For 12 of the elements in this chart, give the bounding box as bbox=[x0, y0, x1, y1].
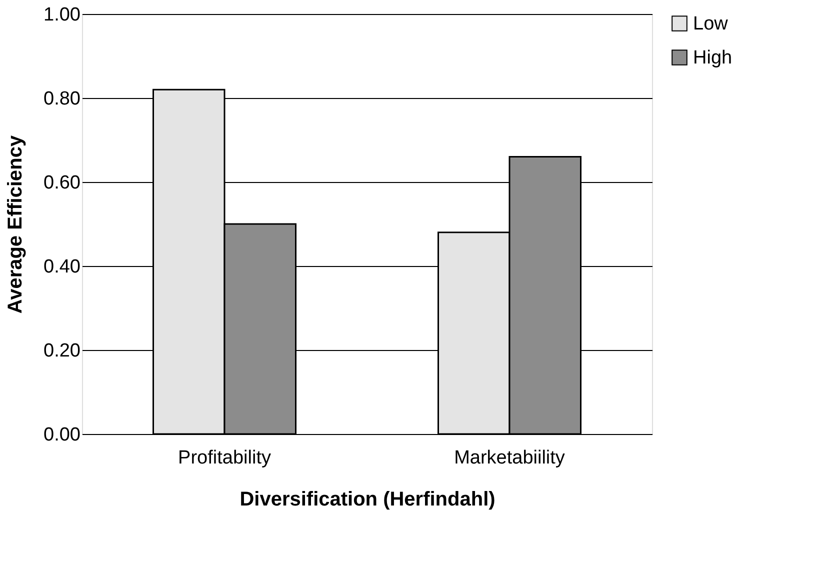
y-tick-label: 0.60 bbox=[44, 172, 80, 194]
legend-label: High bbox=[693, 48, 732, 68]
legend-label: Low bbox=[693, 14, 728, 34]
y-tick-label: 0.20 bbox=[44, 340, 80, 362]
y-tick-label: 0.40 bbox=[44, 256, 80, 278]
y-tick-label: 1.00 bbox=[44, 4, 80, 26]
x-tick-label: Marketabiility bbox=[454, 448, 566, 468]
x-axis-title: Diversification (Herfindahl) bbox=[240, 488, 496, 510]
y-tick-label: 0.00 bbox=[44, 424, 80, 446]
y-tick-label: 0.80 bbox=[44, 88, 80, 110]
y-axis-title: Average Efficiency bbox=[4, 134, 27, 314]
x-tick-label: Profitability bbox=[178, 448, 272, 468]
